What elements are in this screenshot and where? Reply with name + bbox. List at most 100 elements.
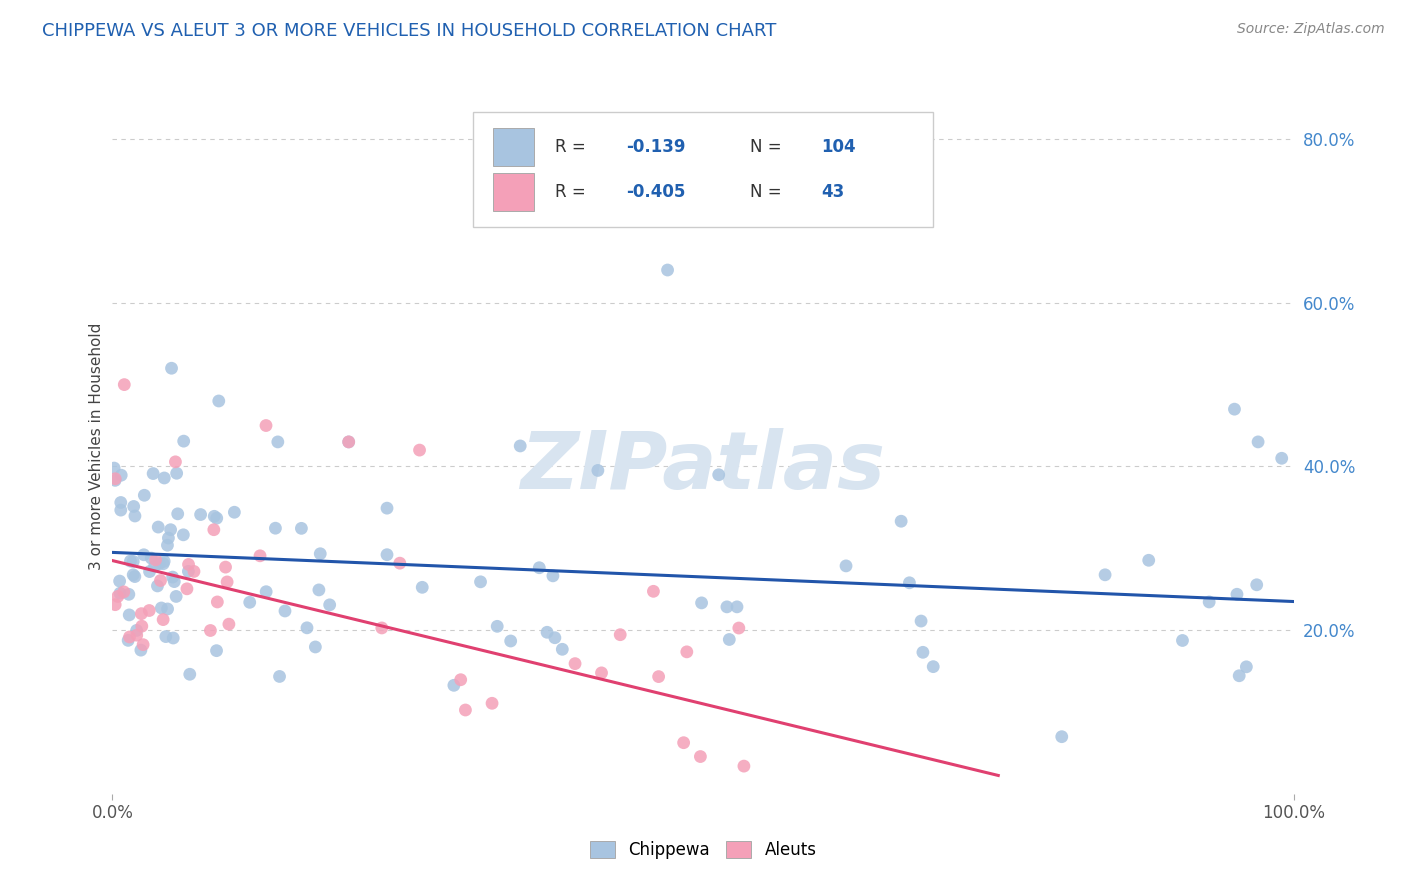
Point [177, 565, 200, 579]
Point [1234, 660, 1257, 674]
Point [156, 602, 179, 616]
Point [125, 624, 148, 638]
Text: 104: 104 [821, 138, 856, 156]
Point [591, 665, 613, 680]
Point [388, 556, 411, 570]
Point [124, 569, 146, 583]
Point [183, 565, 205, 579]
Point [131, 607, 153, 621]
Point [529, 560, 551, 574]
Point [481, 696, 503, 710]
Point [153, 554, 176, 568]
Point [118, 607, 141, 622]
Point [707, 467, 730, 482]
Y-axis label: 3 or more Vehicles in Household: 3 or more Vehicles in Household [89, 322, 104, 570]
Point [153, 471, 176, 485]
Point [205, 511, 228, 525]
Point [375, 548, 398, 562]
Point [152, 557, 174, 571]
Point [165, 590, 187, 604]
Point [124, 508, 146, 523]
Point [159, 523, 181, 537]
Point [308, 582, 330, 597]
Point [218, 617, 240, 632]
Point [371, 621, 394, 635]
Point [672, 736, 695, 750]
FancyBboxPatch shape [472, 112, 934, 227]
Point [1223, 402, 1246, 417]
Point [269, 669, 291, 683]
Text: -0.139: -0.139 [626, 138, 686, 156]
Point [132, 548, 155, 562]
Point [117, 633, 139, 648]
Point [156, 538, 179, 552]
Point [205, 643, 228, 657]
Text: ZIPatlas: ZIPatlas [520, 428, 886, 506]
Point [689, 749, 711, 764]
Point [375, 501, 398, 516]
Point [207, 595, 229, 609]
Text: R =: R = [555, 138, 586, 156]
Point [155, 630, 177, 644]
Point [146, 579, 169, 593]
Point [132, 638, 155, 652]
Point [835, 558, 858, 573]
Point [118, 587, 141, 601]
Point [1050, 730, 1073, 744]
Point [733, 759, 755, 773]
Point [122, 567, 145, 582]
Point [922, 659, 945, 673]
Point [267, 434, 290, 449]
Point [107, 590, 129, 604]
Point [470, 574, 492, 589]
Point [544, 631, 567, 645]
Legend: Chippewa, Aleuts: Chippewa, Aleuts [583, 834, 823, 865]
Point [108, 574, 131, 588]
Point [264, 521, 287, 535]
Point [217, 574, 239, 589]
Point [202, 509, 225, 524]
Point [160, 361, 183, 376]
Point [141, 551, 163, 566]
Text: 43: 43 [821, 183, 845, 201]
Point [142, 467, 165, 481]
Point [337, 434, 360, 449]
Point [122, 500, 145, 514]
Point [145, 553, 167, 567]
Point [166, 467, 188, 481]
Point [122, 554, 145, 568]
FancyBboxPatch shape [492, 172, 534, 211]
Point [1271, 451, 1294, 466]
Point [112, 585, 135, 599]
Point [120, 554, 142, 568]
Point [586, 463, 609, 477]
Point [150, 601, 173, 615]
Point [609, 628, 631, 642]
Point [149, 574, 172, 588]
Point [200, 624, 222, 638]
Point [411, 580, 433, 594]
Point [725, 599, 748, 614]
FancyBboxPatch shape [492, 128, 534, 166]
Point [104, 472, 127, 486]
Point [110, 468, 132, 483]
Point [1247, 434, 1270, 449]
Point [143, 559, 166, 574]
Point [454, 703, 477, 717]
Text: N =: N = [751, 183, 782, 201]
Point [551, 642, 574, 657]
Point [408, 443, 430, 458]
Point [162, 631, 184, 645]
Point [675, 645, 697, 659]
Text: N =: N = [751, 138, 782, 156]
Point [509, 439, 531, 453]
Point [162, 570, 184, 584]
Point [536, 625, 558, 640]
Point [295, 621, 318, 635]
Point [190, 508, 212, 522]
Text: R =: R = [555, 183, 586, 201]
Point [148, 520, 170, 534]
Point [716, 599, 738, 614]
Point [129, 643, 152, 657]
Point [1137, 553, 1160, 567]
